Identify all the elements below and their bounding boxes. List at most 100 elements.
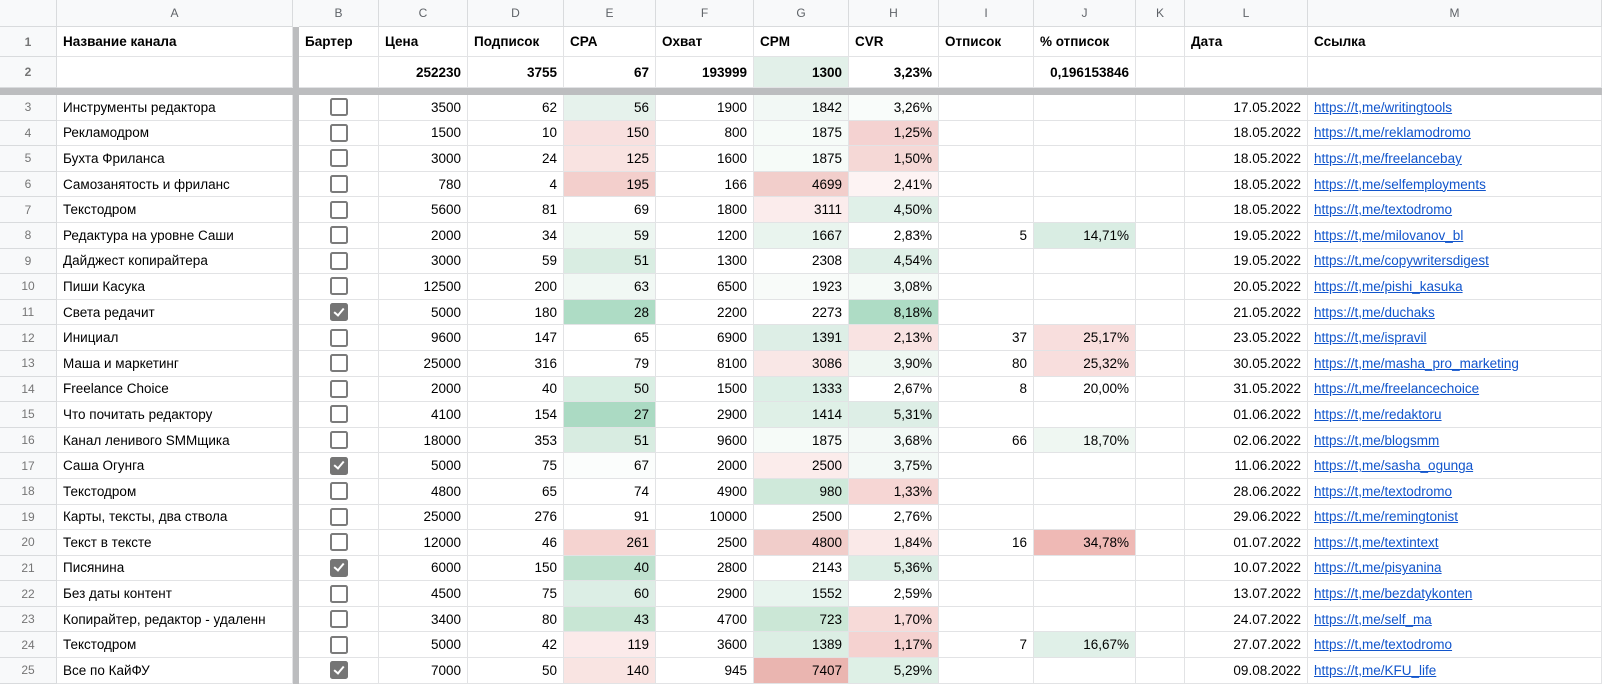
cell-subscriptions[interactable]: 4 [468,171,564,198]
cell-subscriptions[interactable]: 24 [468,146,564,172]
cell-empty[interactable] [1136,274,1185,300]
cell-cpm[interactable]: 4800 [754,530,849,556]
cell-channel-name[interactable]: Редактура на уровне Саши [57,222,293,249]
total-subs[interactable]: 3755 [468,57,564,88]
cell-channel-name[interactable]: Карты, тексты, два ствола [57,504,293,531]
cell-channel-name[interactable]: Инструменты редактора [57,95,293,121]
total-unsub_pct[interactable]: 0,196153846 [1034,57,1136,88]
cell-price[interactable]: 25000 [379,350,468,377]
header-unsub_pct[interactable]: % отписок [1034,27,1136,57]
total-price[interactable]: 252230 [379,57,468,88]
cell-cpm[interactable]: 1842 [754,95,849,121]
cell-reach[interactable]: 3600 [656,632,754,659]
cell-subscriptions[interactable]: 62 [468,95,564,121]
cell-channel-name[interactable]: Без даты контент [57,581,293,607]
checkbox-unchecked-icon[interactable] [329,175,348,194]
cell-unsubscribe-percent[interactable] [1034,453,1136,479]
checkbox-unchecked-icon[interactable] [329,149,348,168]
cell-unsubscribe-percent[interactable] [1034,299,1136,326]
channel-link[interactable]: https://t,me/redaktoru [1314,406,1442,422]
cell-empty[interactable] [1136,632,1185,659]
cell-date[interactable]: 23.05.2022 [1185,325,1308,351]
cell-empty[interactable] [1136,146,1185,172]
cell-cvr[interactable]: 5,31% [849,402,939,428]
cell-subscriptions[interactable]: 46 [468,530,564,556]
channel-link[interactable]: https://t,me/masha_pro_marketing [1314,355,1519,371]
header-date[interactable]: Дата [1185,27,1308,57]
checkbox-unchecked-icon[interactable] [329,635,348,654]
row-number[interactable]: 7 [0,197,57,223]
total-reach[interactable]: 193999 [656,57,754,88]
cell-price[interactable]: 1500 [379,120,468,147]
cell-cpa[interactable]: 28 [564,299,656,326]
cell-cvr[interactable]: 3,68% [849,427,939,454]
checkbox-unchecked-icon[interactable] [329,379,348,398]
cell-channel-name[interactable]: Рекламодром [57,120,293,147]
cell-cpa[interactable]: 59 [564,222,656,249]
cell-channel-name[interactable]: Инициал [57,325,293,351]
cell-cpa[interactable]: 140 [564,658,656,684]
cell-cpm[interactable]: 2500 [754,504,849,531]
cell-empty[interactable] [1136,581,1185,607]
checkbox-checked-icon[interactable] [329,661,348,680]
cell-unsubscribe-percent[interactable] [1034,197,1136,223]
channel-link[interactable]: https://t,me/self_ma [1314,611,1432,627]
cell-reach[interactable]: 2900 [656,581,754,607]
cell-reach[interactable]: 945 [656,658,754,684]
cell-subscriptions[interactable]: 81 [468,197,564,223]
cell-unsubscribe-percent[interactable] [1034,402,1136,428]
cell-cpm[interactable]: 3111 [754,197,849,223]
cell-cpm[interactable]: 7407 [754,658,849,684]
cell-cvr[interactable]: 1,17% [849,632,939,659]
cell-empty[interactable] [1136,606,1185,633]
cell-price[interactable]: 5000 [379,632,468,659]
cell-cpa[interactable]: 150 [564,120,656,147]
cell-cpm[interactable]: 1923 [754,274,849,300]
cell-price[interactable]: 2000 [379,222,468,249]
checkbox-unchecked-icon[interactable] [329,251,348,270]
total-cvr[interactable]: 3,23% [849,57,939,88]
cell-price[interactable]: 25000 [379,504,468,531]
cell-unsubscribe-percent[interactable] [1034,171,1136,198]
checkbox-unchecked-icon[interactable] [329,533,348,552]
cell-cpm[interactable]: 4699 [754,171,849,198]
cell-unsubscribe-percent[interactable] [1034,504,1136,531]
cell-empty[interactable] [1136,376,1185,403]
cell-unsubscribes[interactable] [939,248,1034,275]
cell-subscriptions[interactable]: 75 [468,453,564,479]
checkbox-checked-icon[interactable] [329,456,348,475]
column-header-e[interactable]: E [564,0,656,27]
cell-unsubscribes[interactable] [939,120,1034,147]
row-number[interactable]: 4 [0,120,57,147]
cell-cpm[interactable]: 2273 [754,299,849,326]
cell-unsubscribe-percent[interactable]: 18,70% [1034,427,1136,454]
row-number[interactable]: 1 [0,27,57,57]
row-number[interactable]: 2 [0,57,57,88]
cell-date[interactable]: 10.07.2022 [1185,555,1308,582]
cell-subscriptions[interactable]: 42 [468,632,564,659]
row-number[interactable]: 23 [0,606,57,633]
row-number[interactable]: 12 [0,325,57,351]
cell-cvr[interactable]: 2,59% [849,581,939,607]
channel-link[interactable]: https://t,me/textintext [1314,534,1439,550]
cell-subscriptions[interactable]: 40 [468,376,564,403]
cell-empty[interactable] [1136,402,1185,428]
row-number[interactable]: 25 [0,658,57,684]
cell-reach[interactable]: 2000 [656,453,754,479]
cell-cpa[interactable]: 65 [564,325,656,351]
cell-cpm[interactable]: 1414 [754,402,849,428]
cell-unsubscribe-percent[interactable] [1034,555,1136,582]
total-link[interactable] [1308,57,1602,88]
cell-price[interactable]: 3500 [379,95,468,121]
cell-reach[interactable]: 1200 [656,222,754,249]
cell-channel-name[interactable]: Все по КайФУ [57,658,293,684]
cell-unsubscribe-percent[interactable] [1034,581,1136,607]
cell-price[interactable]: 5600 [379,197,468,223]
checkbox-unchecked-icon[interactable] [329,482,348,501]
row-number[interactable]: 8 [0,222,57,249]
cell-cpa[interactable]: 125 [564,146,656,172]
cell-empty[interactable] [1136,478,1185,505]
checkbox-unchecked-icon[interactable] [329,584,348,603]
cell-cpm[interactable]: 1875 [754,427,849,454]
cell-unsubscribe-percent[interactable] [1034,146,1136,172]
